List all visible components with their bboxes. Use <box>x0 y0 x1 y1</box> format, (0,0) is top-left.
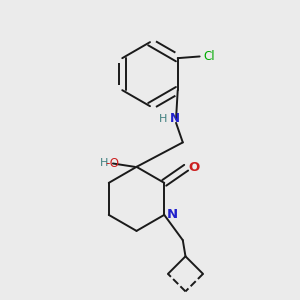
Text: O: O <box>189 161 200 174</box>
Text: Cl: Cl <box>204 50 215 63</box>
Text: N: N <box>170 112 180 125</box>
Text: -O: -O <box>106 157 119 170</box>
Text: H: H <box>159 114 168 124</box>
Text: H: H <box>99 158 108 169</box>
Text: N: N <box>167 208 178 221</box>
